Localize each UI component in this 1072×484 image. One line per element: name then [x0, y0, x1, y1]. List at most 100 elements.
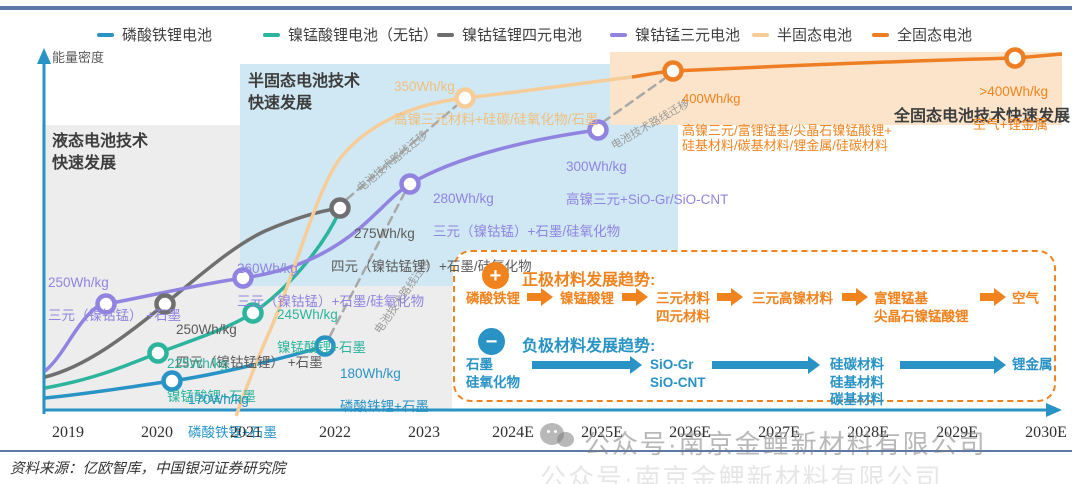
phase-title-liquid: 液态电池技术 快速发展: [52, 133, 149, 172]
legend-dash-icon: [263, 32, 280, 37]
legend-item-ternary: 镍钴锰三元电池: [610, 24, 740, 45]
point-label-solid-400: 400Wh/kg 高镍三元/富锂锰基/尖晶石镍锰酸锂+ 硅基材料/碳基材料/锂金…: [682, 75, 892, 170]
legend-label: 半固态电池: [777, 27, 853, 44]
x-axis-arrow-icon: [1046, 403, 1062, 417]
point-value: 275Wh/kg: [354, 226, 415, 242]
point-value: 350Wh/kg: [394, 79, 455, 95]
legend-label: 磷酸铁锂电池: [122, 27, 213, 44]
cathode-item: 三元材料 四元材料: [656, 291, 710, 324]
anode-item: SiO-Gr SiO-CNT: [650, 357, 706, 390]
legend-label: 镍锰酸锂电池（无钴）: [288, 27, 439, 44]
legend-label: 镍钴锰三元电池: [635, 27, 741, 44]
x-tick: 2026E: [669, 424, 711, 441]
curve-solid-state: [631, 52, 1063, 79]
legend-item-semi-solid: 半固态电池: [752, 24, 852, 45]
anode-item: 硅碳材料 硅基材料 碳基材料: [830, 357, 884, 408]
minus-icon: −: [478, 328, 505, 355]
point-label-lnmo-225: 225Wh/kg 镍锰酸锂+石墨: [167, 340, 256, 422]
x-tick: 2021: [230, 424, 262, 441]
point-chemistry: 磷酸铁锂+石墨: [340, 399, 429, 415]
data-point-marker: [154, 293, 176, 315]
migration-dashed-line-1: [328, 192, 406, 338]
source-note: 资料来源：亿欧智库，中国银河证券研究院: [10, 461, 286, 477]
anode-item: 石墨 硅氧化物: [466, 357, 520, 390]
point-chemistry: 三元（镍钴锰）+石墨/硅氧化物: [237, 294, 425, 310]
bottom-rule: [0, 450, 1072, 452]
point-label-ternary-280: 280Wh/kg 三元（镍钴锰）+石墨/硅氧化物: [433, 175, 620, 257]
cathode-item: 三元高镍材料: [752, 291, 833, 306]
x-tick: 2023: [408, 424, 440, 441]
anode-trend-title: 负极材料发展趋势:: [522, 338, 656, 355]
plus-icon: +: [482, 262, 509, 289]
point-value: 260Wh/kg: [237, 261, 298, 277]
point-chemistry: 磷酸铁锂+石墨: [188, 425, 277, 441]
data-point-marker: [587, 119, 609, 141]
point-value: 250Wh/kg: [48, 275, 109, 291]
legend-dash-icon: [872, 32, 889, 37]
x-tick: 2019: [52, 424, 84, 441]
point-chemistry: 镍锰酸锂+石墨: [167, 389, 256, 405]
point-value: 280Wh/kg: [433, 191, 494, 207]
watermark-text: 公众号·南京金鲤新材料有限公司: [584, 429, 987, 459]
data-point-marker: [147, 342, 169, 364]
top-rule: [0, 6, 1072, 10]
point-label-semi-solid-350: 350Wh/kg 高镍三元材料+硅碳/硅氧化物/石墨: [394, 63, 598, 145]
x-tick: 2024E: [492, 424, 534, 441]
legend-item-solid-state: 全固态电池: [872, 24, 972, 45]
legend-label: 镍钴锰锂四元电池: [462, 27, 583, 44]
curve-lnmo: [44, 209, 342, 390]
point-label-quaternary-250: 250Wh/kg 四元（镍钴锰锂） +石墨: [176, 306, 323, 388]
point-label-ternary-260: 260Wh/kg 三元（镍钴锰）+石墨/硅氧化物: [237, 245, 424, 327]
legend-item-lfp: 磷酸铁锂电池: [97, 24, 212, 45]
point-chemistry: 高镍三元材料+硅碳/硅氧化物/石墨: [394, 112, 599, 128]
anode-item: 锂金属: [1012, 357, 1053, 372]
point-label-lfp-180: 180Wh/kg 磷酸铁锂+石墨: [340, 350, 429, 432]
legend-item-quaternary: 镍钴锰锂四元电池: [437, 24, 582, 45]
point-chemistry: 三元（镍钴锰）+石墨/硅氧化物: [433, 224, 621, 240]
data-point-marker: [1004, 47, 1026, 69]
point-value: 300Wh/kg: [566, 159, 627, 175]
data-point-marker: [95, 293, 117, 315]
legend-dash-icon: [752, 32, 769, 37]
cathode-trend-title: 正极材料发展趋势:: [522, 272, 656, 289]
curve-quaternary: [44, 206, 341, 379]
data-point-marker: [314, 335, 336, 357]
phase-title-semi-solid: 半固态电池技术 快速发展: [248, 73, 361, 112]
point-label-ternary-300: 300Wh/kg 高镍三元+SiO-Gr/SiO-CNT: [566, 143, 728, 225]
point-label-quaternary-275: 275Wh/kg 四元（镍钴锰锂）+石墨/硅氧化物: [331, 210, 532, 292]
phase-title-solid-state: 全固态电池技术快速发展: [894, 108, 1071, 125]
legend-dash-icon: [97, 32, 114, 37]
point-chemistry: 高镍三元+SiO-Gr/SiO-CNT: [566, 192, 729, 208]
point-chemistry: 高镍三元/富锂锰基/尖晶石镍锰酸锂+ 硅基材料/碳基材料/锂金属/硅碳材料: [682, 122, 892, 154]
data-point-marker: [232, 267, 254, 289]
point-value: 180Wh/kg: [340, 366, 401, 382]
wechat-icon: [540, 423, 576, 451]
y-axis-arrow-icon: [37, 48, 51, 64]
data-point-marker: [454, 87, 476, 109]
legend-dash-icon: [610, 32, 627, 37]
point-value: >400Wh/kg: [979, 84, 1048, 100]
point-chemistry: 四元（镍钴锰锂）+石墨/硅氧化物: [331, 259, 532, 275]
x-tick: 2030E: [1025, 424, 1067, 441]
migration-dashed-line-3: [601, 77, 666, 124]
point-label-ternary-250: 250Wh/kg 三元（镍钴锰） +石墨: [48, 259, 181, 341]
point-value: 250Wh/kg: [176, 322, 237, 338]
x-tick: 2027E: [758, 424, 800, 441]
data-point-marker: [399, 173, 421, 195]
point-chemistry: 空气+锂金属: [972, 117, 1048, 133]
legend-label: 全固态电池: [897, 27, 973, 44]
point-chemistry: 三元（镍钴锰） +石墨: [48, 308, 182, 324]
cathode-item: 镍锰酸锂: [560, 291, 614, 306]
x-tick: 2020: [141, 424, 173, 441]
curve-semi-solid: [234, 75, 633, 417]
wechat-bubble: [557, 432, 574, 447]
point-value: 225Wh/kg: [167, 356, 228, 372]
curve-ternary: [43, 128, 599, 373]
cathode-item: 磷酸铁锂: [466, 291, 520, 306]
x-tick: 2022: [319, 424, 351, 441]
point-value: 245Wh/kg: [277, 307, 338, 323]
watermark-text-ghost: 公众号·南京金鲤新材料有限公司: [540, 463, 943, 484]
x-tick: 2025E: [581, 424, 623, 441]
